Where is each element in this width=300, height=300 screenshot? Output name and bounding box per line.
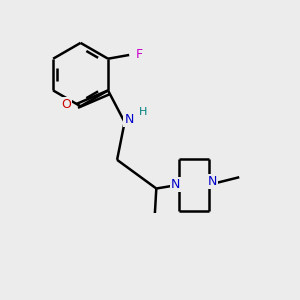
Text: N: N xyxy=(171,178,181,191)
Text: N: N xyxy=(207,175,217,188)
Text: F: F xyxy=(135,49,142,62)
Text: N: N xyxy=(124,112,134,126)
Text: O: O xyxy=(61,98,71,110)
Text: H: H xyxy=(139,106,148,117)
